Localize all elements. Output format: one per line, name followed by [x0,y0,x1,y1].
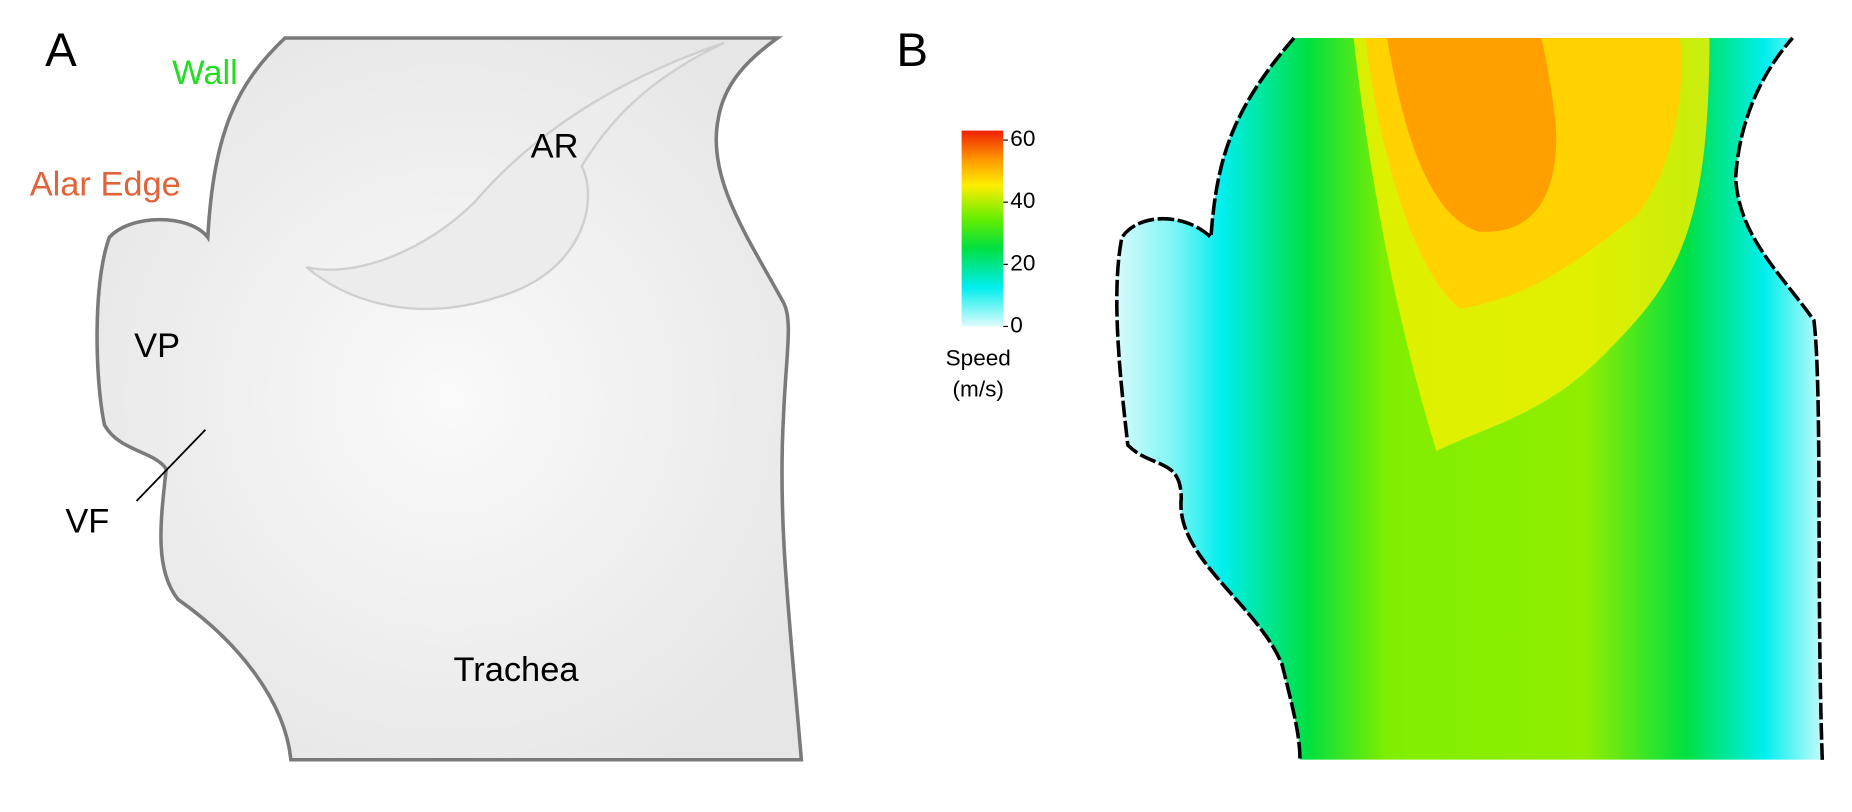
panel-label: B [896,24,928,77]
panel-label: A [45,24,77,77]
annotation: Trachea [454,651,580,689]
vf-pointer [135,429,207,502]
annotation: AR [531,127,579,165]
annotation: VP [134,327,180,365]
colorbar-tick-label: 20 [1010,250,1035,275]
colorbar [961,130,1004,327]
airway-surface [95,36,804,762]
aryepiglottic-fold [305,41,725,311]
colorbar-tick-label: 0 [1010,312,1023,337]
speed-field [1116,37,1823,760]
annotation: VF [65,503,109,541]
colorbar-unit: (m/s) [953,377,1004,402]
colorbar-tick-label: 40 [1010,188,1035,213]
annotation: Alar Edge [30,165,181,203]
colorbar-title: Speed [946,346,1011,371]
wall-outline [1115,36,1825,760]
colorbar-tick-label: 60 [1010,126,1035,151]
annotation: Wall [172,54,238,92]
